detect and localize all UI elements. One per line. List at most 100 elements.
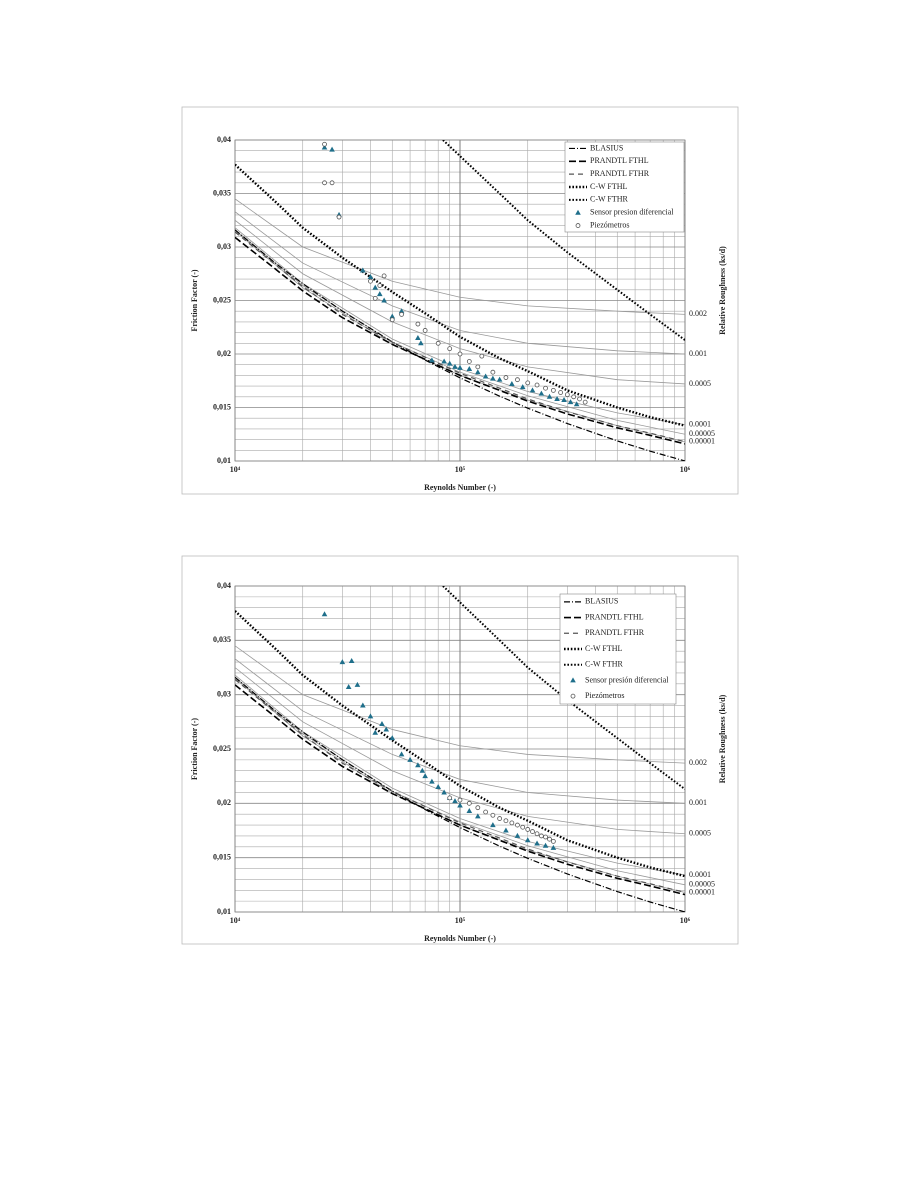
y-tick-label: 0,035 xyxy=(213,188,231,197)
legend-label: C-W FTHL xyxy=(585,644,623,653)
legend-box xyxy=(559,593,677,705)
triangle-point xyxy=(429,357,435,363)
circle-point xyxy=(497,816,503,821)
triangle-point xyxy=(452,363,458,369)
circle-point xyxy=(520,824,526,830)
circle-point xyxy=(550,838,556,844)
roughness-label: 0.00005 xyxy=(689,880,715,889)
x-tick-label: 10⁴ xyxy=(230,465,241,474)
circle-point xyxy=(447,346,453,352)
curve xyxy=(235,676,685,912)
triangle-point xyxy=(529,387,536,393)
roughness-curve xyxy=(235,676,685,886)
triangle-point xyxy=(418,340,424,346)
triangle-point xyxy=(509,380,515,386)
circle-point xyxy=(534,382,540,388)
roughness-curve xyxy=(235,219,685,385)
circle-point xyxy=(547,836,552,842)
y2-axis-label: Relative Roughness (ks/d) xyxy=(718,246,727,335)
roughness-curve xyxy=(235,229,685,435)
triangle-point xyxy=(534,840,540,846)
circle-point xyxy=(543,385,548,391)
legend-label: BLASIUS xyxy=(585,597,618,606)
roughness-label: 0.0005 xyxy=(689,379,711,388)
legend-label: PRANDTL FTHR xyxy=(590,169,650,178)
legend-label: C-W FTHR xyxy=(585,660,624,669)
curve xyxy=(235,231,685,443)
circle-point xyxy=(475,364,481,370)
circle-point xyxy=(475,805,481,811)
chart: 0,01 0,015 0,02 0,025 0,03 0,035 0,04 10⁴ 10⁵ 10⁶… xyxy=(181,106,739,495)
y-tick-label: 0,015 xyxy=(213,852,231,861)
legend-label: BLASIUS xyxy=(590,143,623,152)
triangle-point xyxy=(321,611,328,617)
y2-axis-label: Relative Roughness (ks/d) xyxy=(718,694,727,783)
y-tick-label: 0,035 xyxy=(213,635,231,644)
circle-point xyxy=(525,380,531,386)
legend-label: Piezómetros xyxy=(590,220,630,229)
legend-label: C-W FTHL xyxy=(590,182,628,191)
circle-point xyxy=(399,312,404,317)
triangle-point xyxy=(441,789,447,795)
circle-point xyxy=(466,359,472,364)
y-tick-label: 0,02 xyxy=(217,349,231,358)
circle-point xyxy=(457,797,463,803)
circle-point xyxy=(550,387,556,393)
circle-point xyxy=(570,693,576,699)
triangle-point xyxy=(376,291,383,297)
triangle-point xyxy=(475,813,481,819)
circle-point xyxy=(509,820,515,826)
triangle-point xyxy=(360,267,366,273)
circle-point xyxy=(534,831,540,837)
x-tick-label: 10⁵ xyxy=(455,465,466,474)
circle-point xyxy=(415,321,421,327)
legend-label: PRANDTL FTHL xyxy=(585,612,644,621)
circle-point xyxy=(372,295,378,301)
plot-border xyxy=(234,585,686,913)
triangle-point xyxy=(482,373,489,379)
y-tick-label: 0,04 xyxy=(217,581,231,590)
y-tick-label: 0,03 xyxy=(217,242,231,251)
roughness-label: 0.0001 xyxy=(689,870,711,879)
triangle-point xyxy=(457,364,463,370)
x-axis-label: Reynolds Number (-) xyxy=(424,483,496,492)
circle-point xyxy=(381,273,387,279)
curve xyxy=(235,236,685,445)
circle-point xyxy=(336,214,342,220)
triangle-point xyxy=(389,735,396,741)
circle-point xyxy=(457,351,463,357)
circle-point xyxy=(389,317,395,323)
triangle-point xyxy=(441,358,447,364)
roughness-curve xyxy=(235,198,685,315)
roughness-label: 0.00005 xyxy=(689,429,715,438)
circle-point xyxy=(503,818,509,824)
roughness-curve xyxy=(235,658,685,804)
triangle-point xyxy=(546,393,553,399)
triangle-point xyxy=(415,334,421,340)
triangle-point xyxy=(398,308,405,314)
triangle-point xyxy=(524,837,531,843)
x-tick-label: 10⁶ xyxy=(680,465,691,474)
plot-border xyxy=(234,139,686,462)
triangle-point xyxy=(360,702,366,708)
triangle-point xyxy=(457,802,463,808)
y-tick-label: 0,01 xyxy=(217,907,231,916)
triangle-point xyxy=(475,369,481,375)
y-tick-label: 0,015 xyxy=(213,402,231,411)
circle-point xyxy=(564,392,570,398)
triangle-point xyxy=(567,399,574,405)
triangle-point xyxy=(429,778,435,784)
roughness-curve xyxy=(235,645,685,764)
triangle-point xyxy=(503,827,509,833)
legend-box xyxy=(564,141,685,233)
y-tick-label: 0,03 xyxy=(217,689,231,698)
triangle-point xyxy=(538,390,545,396)
circle-point xyxy=(466,800,472,806)
triangle-point xyxy=(415,762,421,768)
triangle-point xyxy=(490,822,496,828)
circle-point xyxy=(543,834,548,840)
circle-point xyxy=(329,180,335,186)
triangle-point xyxy=(372,284,379,290)
circle-point xyxy=(525,827,531,832)
